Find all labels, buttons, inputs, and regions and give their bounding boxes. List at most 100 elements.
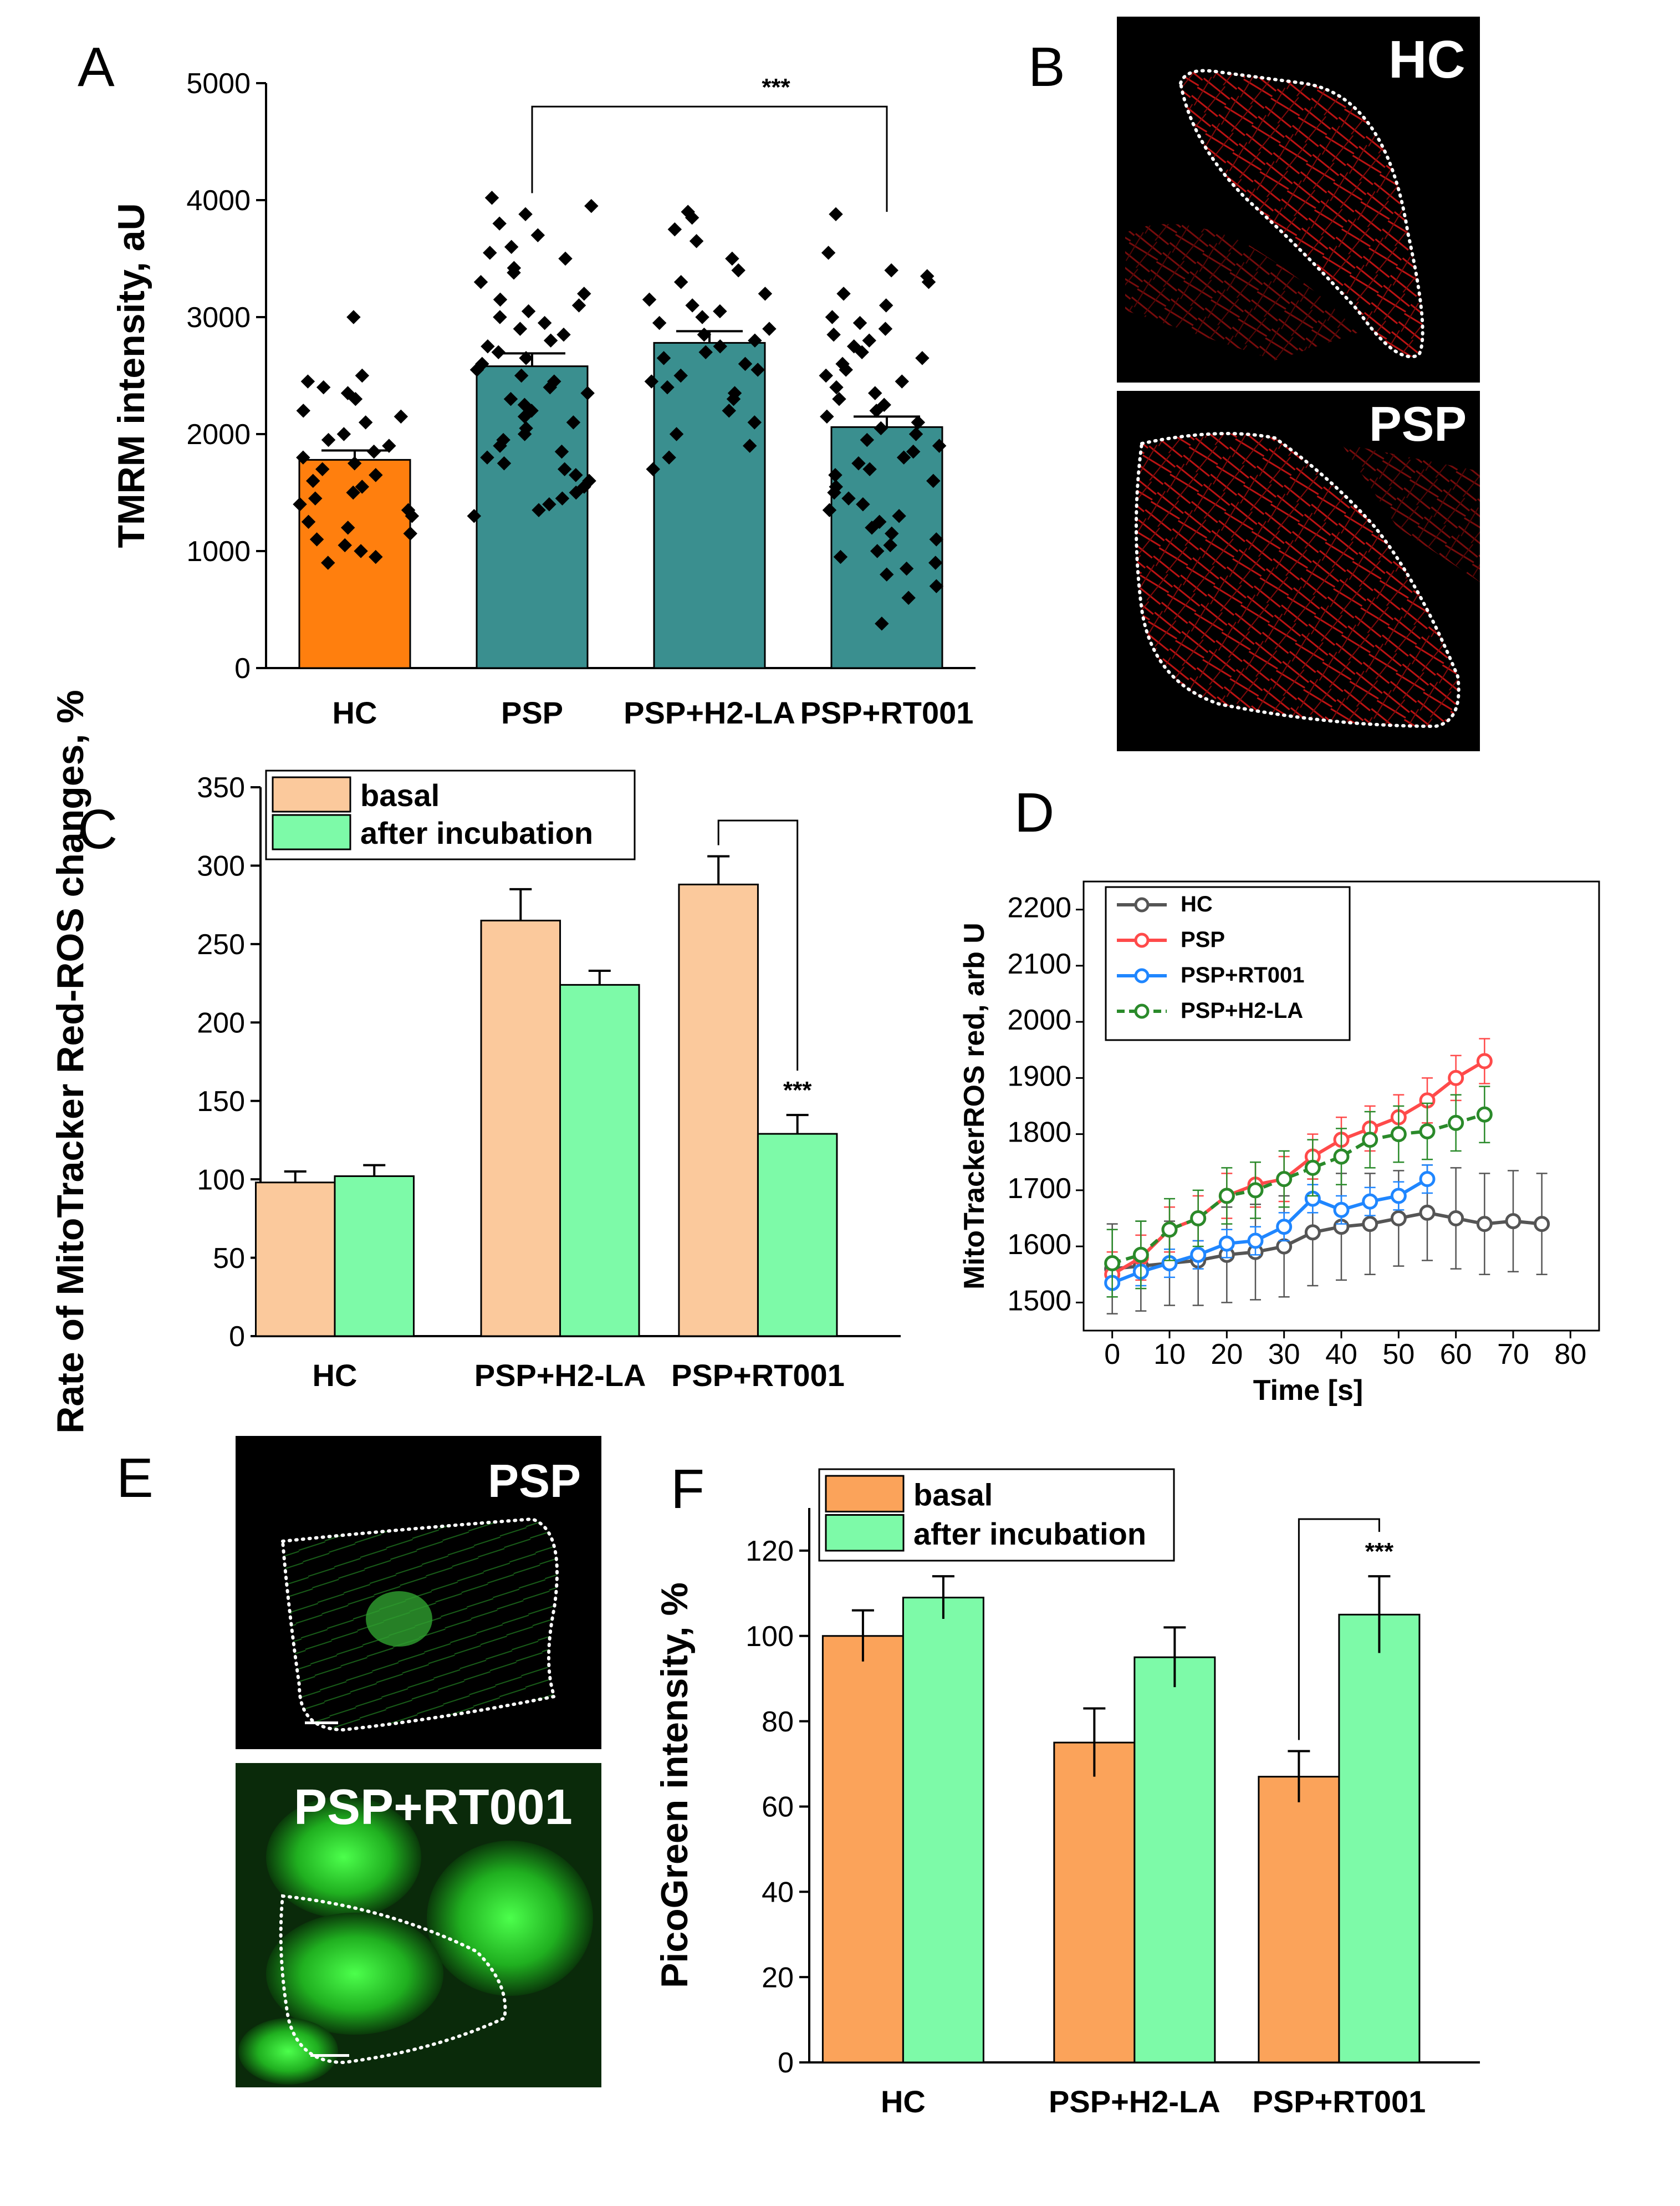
data-point xyxy=(555,491,570,506)
x-tick-label: 80 xyxy=(1554,1338,1586,1371)
x-category-label: PSP+RT001 xyxy=(1252,2084,1426,2119)
data-point xyxy=(491,345,505,360)
data-point xyxy=(296,404,311,418)
data-point xyxy=(821,246,836,260)
legend-swatch xyxy=(272,776,351,813)
data-point xyxy=(341,521,355,535)
chart-c-mitotracker-rate: 0 50 100 150 200 250 300 350 Rate of MitoTracker… xyxy=(49,690,901,1434)
data-point xyxy=(1476,1106,1493,1123)
data-point xyxy=(1448,1210,1464,1226)
x-category-label: PSP xyxy=(501,695,563,730)
data-point xyxy=(642,292,657,307)
y-axis-label: Rate of MitoTracker Red-ROS changes, % xyxy=(49,690,91,1433)
y-tick-label: 2200 xyxy=(1007,892,1071,924)
data-point xyxy=(1304,1159,1321,1176)
data-point xyxy=(1419,1204,1436,1221)
series-line-psp+rt001 xyxy=(1111,1178,1428,1285)
data-point xyxy=(731,263,745,278)
bar-after-incubation-psp+rt001 xyxy=(1338,1613,1421,2064)
significance-bracket xyxy=(717,819,799,1071)
y-tick-label: 1000 xyxy=(186,536,251,568)
x-category-label: HC xyxy=(313,1358,358,1393)
x-tick-label: 70 xyxy=(1497,1338,1529,1371)
y-axis-label: TMRM intensity, aU xyxy=(110,203,152,548)
data-point xyxy=(537,315,552,330)
y-tick-label: 300 xyxy=(197,850,245,883)
data-point xyxy=(667,222,682,237)
image-e-psp-rt001-label: PSP+RT001 xyxy=(294,1780,573,1835)
bar-after-incubation-hc xyxy=(334,1175,415,1337)
data-point xyxy=(543,380,558,395)
significance-bracket xyxy=(1298,1518,1380,1740)
y-tick-label: 100 xyxy=(745,1621,794,1653)
bar-basal-hc xyxy=(821,1635,904,2064)
y-tick-label: 350 xyxy=(197,772,245,804)
y-tick-label: 20 xyxy=(762,1962,794,1994)
data-point xyxy=(366,444,381,459)
image-e-psp-label: PSP xyxy=(488,1455,581,1507)
data-point xyxy=(348,391,363,406)
data-point xyxy=(1476,1053,1493,1069)
bar-basal-psp+h2-la xyxy=(480,919,561,1337)
data-point xyxy=(1333,1148,1350,1165)
legend-swatch xyxy=(825,1475,905,1512)
data-point xyxy=(685,298,699,313)
legend-label: PSP+H2-LA xyxy=(1181,998,1303,1023)
data-point xyxy=(1247,1182,1264,1199)
data-point xyxy=(1190,1210,1207,1226)
y-tick-label: 1500 xyxy=(1007,1285,1071,1317)
series-line-hc xyxy=(1112,1211,1542,1271)
image-b-hc-label: HC xyxy=(1388,30,1465,89)
y-tick-label: 200 xyxy=(197,1007,245,1039)
x-category-label: HC xyxy=(881,2084,926,2119)
data-point xyxy=(1390,1210,1407,1226)
data-point xyxy=(493,292,508,307)
data-point xyxy=(347,456,362,471)
significance-label: *** xyxy=(762,74,790,101)
image-e-psp: PSP xyxy=(236,1436,601,1749)
y-tick-label: 150 xyxy=(197,1086,245,1118)
chart-d-mitotracker-timecourse: 1500 1600 1700 1800 1900 2000 2100 2200 0 10 20 30 4… xyxy=(958,880,1600,1407)
data-point xyxy=(1333,1201,1350,1218)
data-point xyxy=(346,310,361,324)
y-axis-label: PicoGreen intensity, % xyxy=(653,1582,696,1988)
y-axis-label: MitoTrackerROS red, arb U xyxy=(958,923,990,1290)
bar-basal-psp+rt001 xyxy=(678,883,759,1337)
y-tick-label: 4000 xyxy=(186,185,251,217)
data-point xyxy=(315,462,330,477)
data-point xyxy=(1104,1255,1121,1271)
legend-marker xyxy=(1134,933,1150,948)
y-tick-label: 0 xyxy=(778,2047,794,2079)
data-point xyxy=(355,480,370,494)
data-point xyxy=(1419,1123,1436,1140)
data-point xyxy=(492,216,507,231)
bar-after-incubation-psp+rt001 xyxy=(757,1133,838,1337)
significance-bracket xyxy=(531,105,888,212)
data-point xyxy=(1390,1188,1407,1204)
y-tick-label: 1700 xyxy=(1007,1173,1071,1205)
data-point xyxy=(652,315,667,330)
data-point xyxy=(1362,1193,1378,1210)
data-point xyxy=(358,415,373,430)
data-point xyxy=(1132,1246,1149,1263)
x-tick-label: 50 xyxy=(1382,1338,1415,1371)
bar-basal-psp+h2-la xyxy=(1053,1741,1136,2064)
image-b-hc: HC xyxy=(1117,17,1480,383)
panel-letter-c: C xyxy=(78,798,118,860)
legend-label: PSP xyxy=(1181,928,1225,952)
bar-basal-psp+rt001 xyxy=(1258,1776,1340,2064)
x-tick-label: 10 xyxy=(1153,1338,1186,1371)
data-point xyxy=(820,409,834,424)
data-point xyxy=(467,508,482,523)
x-category-label: PSP+H2-LA xyxy=(624,695,795,730)
data-point xyxy=(879,298,893,313)
data-point xyxy=(836,287,851,301)
x-tick-label: 30 xyxy=(1268,1338,1300,1371)
data-point xyxy=(369,549,383,564)
y-tick-label: 2100 xyxy=(1007,948,1071,980)
data-point xyxy=(503,391,518,406)
data-point xyxy=(825,310,840,324)
data-point xyxy=(895,374,910,389)
data-point xyxy=(321,556,335,570)
y-tick-label: 40 xyxy=(762,1877,794,1909)
